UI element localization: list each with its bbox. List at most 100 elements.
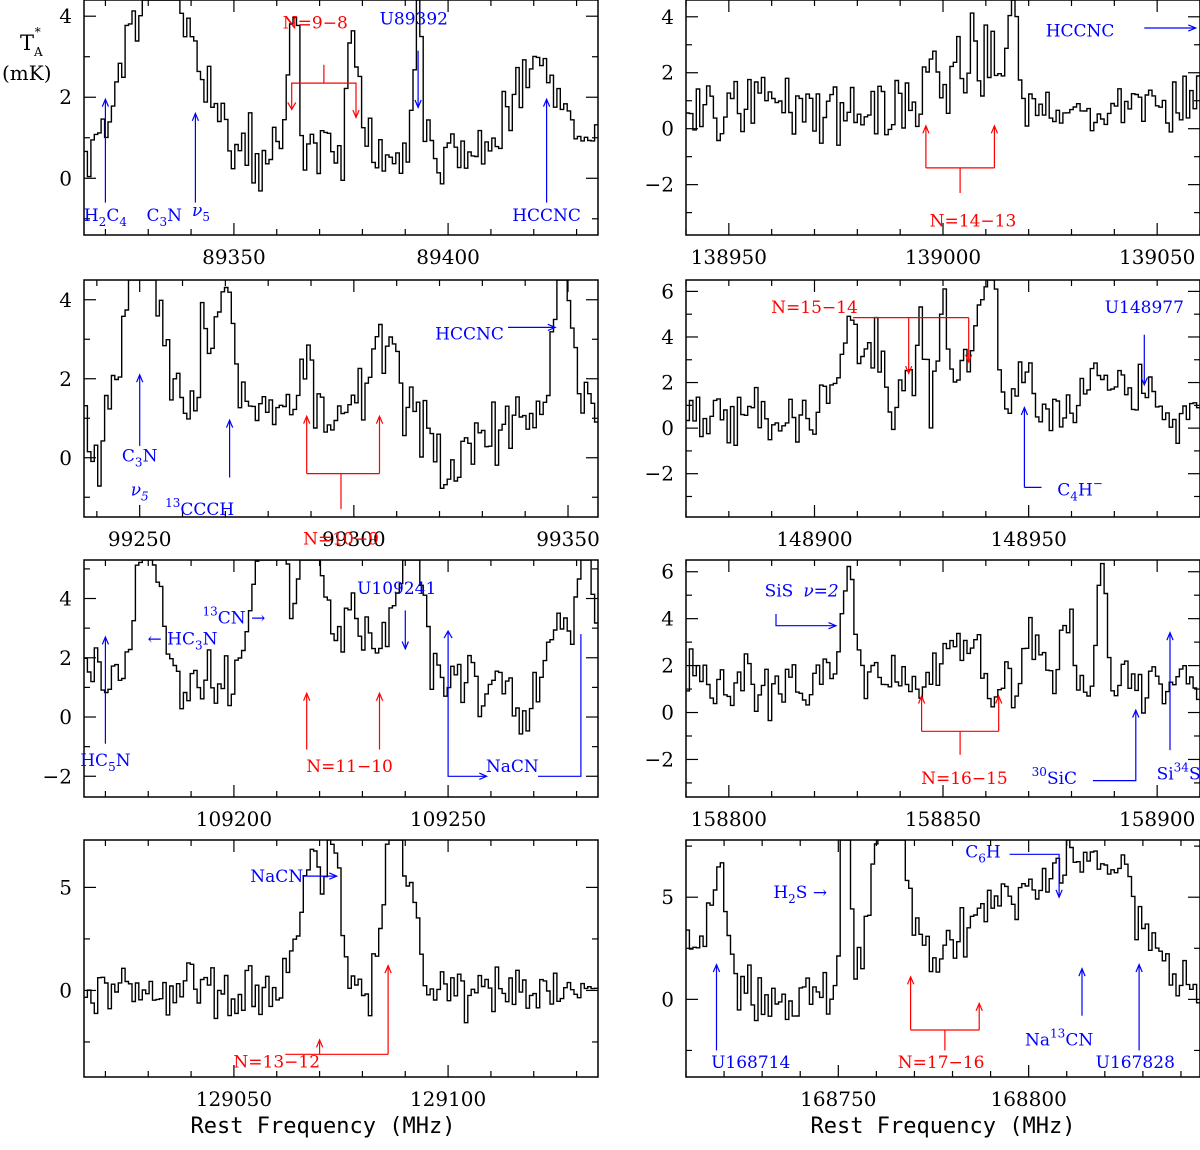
svg-text:N=11−10: N=11−10: [306, 757, 393, 777]
x-tick-label: 99350: [536, 527, 600, 551]
y-tick-label: 0: [59, 166, 72, 190]
y-tick-label: −2: [645, 173, 674, 197]
target-line-marker: N=17−16: [898, 975, 985, 1073]
svg-text:HCCNC: HCCNC: [435, 324, 504, 344]
target-line-marker: [975, 1001, 983, 1030]
y-tick-label: 2: [661, 371, 674, 395]
y-tick-label: 0: [661, 117, 674, 141]
x-tick-label: 148950: [990, 527, 1066, 551]
line-identification: HCCNC: [435, 323, 557, 344]
line-identification: H2S →: [773, 883, 827, 906]
panel-frame: [83, 839, 599, 1078]
y-tick-label: 2: [661, 654, 674, 678]
line-identification: U168714: [711, 963, 790, 1073]
svg-text:13CCCH: 13CCCH: [165, 496, 234, 520]
svg-text:C3N: C3N: [122, 447, 158, 470]
x-tick-label: 109250: [410, 807, 486, 831]
panel-frame: [83, 559, 599, 798]
y-tick-label: −2: [43, 764, 72, 788]
svg-text:30SiC: 30SiC: [1032, 765, 1077, 789]
x-tick-label: 158850: [905, 807, 981, 831]
spectrum-panel-8: 168750 168800 0 5 H2S → U168714 N=17−16 C6H Na13…: [661, 839, 1200, 1111]
svg-text:U148977: U148977: [1105, 298, 1184, 318]
target-line-marker: N=10−9: [303, 414, 380, 550]
y-tick-label: 4: [661, 325, 674, 349]
spectrum-panel-7: 129050 129100 0 5 NaCN N=13−12: [59, 839, 599, 1111]
x-tick-label: 148900: [776, 527, 852, 551]
svg-text:ν5: ν5: [131, 480, 149, 503]
y-tick-label: 2: [59, 367, 72, 391]
y-tick-label: 4: [661, 607, 674, 631]
line-identification: HCCNC: [1046, 21, 1198, 41]
line-identification: NaCN: [443, 629, 582, 780]
target-line-marker: [375, 414, 384, 474]
line-identification: U148977: [1105, 298, 1184, 387]
line-identification: NaCN: [250, 867, 339, 887]
x-tick-label: 139050: [1119, 245, 1195, 269]
y-tick-label: 0: [59, 446, 72, 470]
y-tick-label: 4: [59, 288, 72, 312]
spectrum-panel-4: 148900 148950 −2 0 2 4 6 N=15−14 U148977 C4H−: [645, 279, 1200, 551]
x-tick-label: 129050: [196, 1087, 272, 1111]
line-identification: HCCNC: [512, 97, 581, 226]
y-tick-label: 6: [661, 560, 674, 584]
line-identification: 13CCCH: [165, 418, 234, 520]
spectrum-line: [84, 560, 598, 735]
line-identification: Si34S: [1157, 631, 1200, 784]
svg-text:N=13−12: N=13−12: [233, 1053, 320, 1073]
panel-frame: [83, 0, 599, 236]
x-tick-label: 109200: [196, 807, 272, 831]
svg-text:HC5N: HC5N: [80, 751, 130, 774]
svg-text:13CN →: 13CN →: [203, 605, 266, 629]
svg-text:Si34S: Si34S: [1157, 760, 1200, 784]
spectrum-line: [686, 280, 1200, 446]
svg-text:Na13CN: Na13CN: [1025, 1026, 1093, 1050]
svg-text:N=14−13: N=14−13: [930, 212, 1017, 232]
y-tick-label: 2: [661, 61, 674, 85]
x-tick-label: 138950: [691, 245, 767, 269]
svg-text:N=15−14: N=15−14: [771, 298, 858, 318]
y-tick-label: 2: [59, 85, 72, 109]
svg-text:NaCN: NaCN: [250, 867, 303, 887]
x-tick-label: 129100: [410, 1087, 486, 1111]
spectrum-panel-6: 158800 158850 158900 −2 0 2 4 6 SiS ν=2 N=16−15 30S…: [645, 559, 1200, 831]
svg-text:N=17−16: N=17−16: [898, 1053, 985, 1073]
svg-text:N=10−9: N=10−9: [303, 530, 379, 550]
line-identification: C6H: [965, 842, 1063, 899]
target-line-marker: N=13−12: [233, 1038, 389, 1073]
x-axis-title-right: Rest Frequency (MHz): [811, 1114, 1076, 1139]
target-line-marker: [995, 694, 1003, 732]
y-axis-title-unit: (mK): [2, 61, 52, 85]
line-identification: H2C4: [84, 97, 127, 229]
x-tick-label: 99250: [108, 527, 172, 551]
line-identification: U167828: [1096, 963, 1175, 1073]
svg-text:U168714: U168714: [711, 1053, 790, 1073]
svg-text:← HC3N: ← HC3N: [148, 629, 218, 652]
x-tick-label: 158800: [691, 807, 767, 831]
svg-text:C4H−: C4H−: [1057, 476, 1103, 503]
spectrum-panel-2: 138950 139000 139050 −2 0 2 4 HCCNC N=14−13: [645, 0, 1200, 269]
spectrum-line: [686, 840, 1200, 1022]
panel-frame: [685, 0, 1200, 236]
target-line-marker: [925, 124, 999, 193]
svg-text:U89392: U89392: [380, 9, 448, 29]
x-tick-label: 139000: [905, 245, 981, 269]
svg-text:HCCNC: HCCNC: [512, 206, 581, 226]
x-tick-label: 168800: [990, 1087, 1066, 1111]
y-tick-label: 4: [59, 4, 72, 28]
line-identification: ← HC3N: [148, 629, 218, 652]
spectrum-panel-1: 89350 89400 0 2 4 H2C4 C3N ν5 N=9−8 U89392 HCCNC: [59, 0, 599, 269]
target-line-marker: N=16−15: [917, 694, 1008, 789]
target-line-marker: [384, 964, 392, 1055]
y-tick-label: −2: [645, 462, 674, 486]
x-tick-label: 99300: [322, 527, 386, 551]
svg-text:C6H: C6H: [965, 842, 1000, 865]
svg-text:U109241: U109241: [357, 579, 436, 599]
target-line-marker: N=11−10: [303, 691, 393, 777]
svg-text:H2C4: H2C4: [84, 206, 127, 229]
svg-text:NaCN: NaCN: [486, 757, 539, 777]
